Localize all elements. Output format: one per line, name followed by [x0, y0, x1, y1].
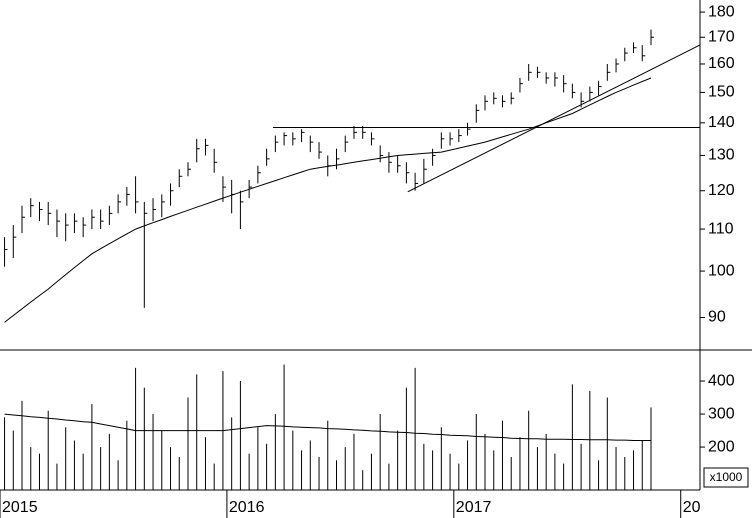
unit-box [703, 467, 749, 488]
volume-average [4, 413, 651, 441]
y-tick-label: 120 [708, 182, 735, 199]
y-tick-label: 100 [708, 262, 735, 279]
x-tick-label: 2015 [2, 499, 38, 516]
moving-average [4, 77, 652, 323]
x-tick-label: 2016 [229, 499, 265, 516]
y-tick-label: 110 [708, 220, 734, 237]
y-tick-label: 180 [708, 3, 735, 20]
y-tick-label: 170 [708, 28, 735, 45]
x-tick-label: 20 [683, 499, 701, 516]
y-tick-label: 160 [708, 55, 735, 72]
x-tick-label: 2017 [456, 499, 492, 516]
volume-tick-label: 400 [708, 372, 735, 389]
y-tick-label: 130 [708, 147, 735, 164]
volume-tick-label: 300 [708, 405, 735, 422]
volume-unit: x1000 [710, 470, 743, 484]
y-tick-label: 140 [708, 114, 735, 131]
y-tick-label: 150 [708, 84, 735, 101]
volume-tick-label: 200 [708, 438, 735, 455]
y-tick-label: 90 [708, 309, 726, 326]
trendline [407, 44, 700, 193]
